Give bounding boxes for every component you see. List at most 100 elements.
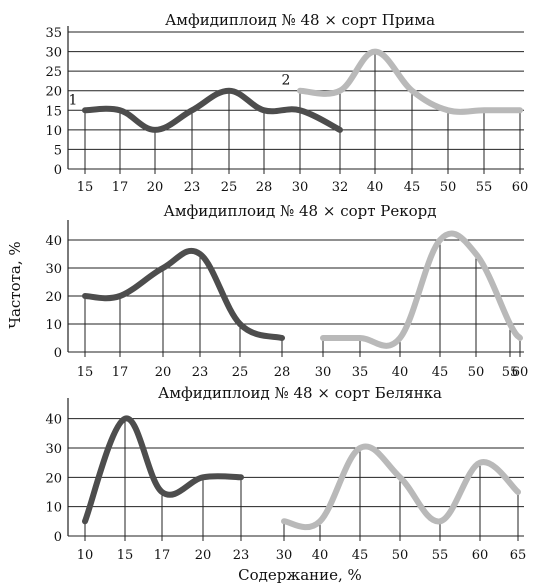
data-point <box>282 519 286 523</box>
data-point <box>321 336 325 340</box>
data-point <box>338 128 342 132</box>
y-tick-label: 25 <box>45 65 62 80</box>
series-line-2 <box>281 443 521 531</box>
data-point <box>410 89 414 93</box>
y-axis-label: Частота, % <box>6 241 24 328</box>
x-tick-label: 20 <box>155 365 172 380</box>
x-tick-label: 45 <box>404 180 421 195</box>
data-point <box>83 108 87 112</box>
y-tick-label: 20 <box>45 471 62 486</box>
series-line-1 <box>82 87 343 133</box>
x-tick-label: 23 <box>192 365 209 380</box>
data-point <box>153 128 157 132</box>
x-tick-label: 55 <box>476 180 493 195</box>
data-point <box>482 108 486 112</box>
data-point <box>438 519 442 523</box>
data-point <box>298 89 302 93</box>
x-tick-label: 15 <box>77 365 94 380</box>
series-label: 1 <box>69 92 78 108</box>
data-point <box>123 417 127 421</box>
data-point <box>239 475 243 479</box>
x-tick-label: 60 <box>512 180 529 195</box>
y-tick-label: 35 <box>45 26 62 41</box>
x-tick-label: 20 <box>147 180 164 195</box>
x-axis-label: Содержание, % <box>238 566 362 584</box>
data-point <box>280 336 284 340</box>
data-point <box>198 252 202 256</box>
data-point <box>358 336 362 340</box>
x-tick-label: 60 <box>472 548 489 563</box>
data-point <box>190 108 194 112</box>
x-tick-label: 32 <box>332 180 349 195</box>
x-tick-label: 45 <box>432 365 449 380</box>
data-point <box>238 322 242 326</box>
x-tick-label: 50 <box>468 365 485 380</box>
data-point <box>518 336 522 340</box>
x-tick-label: 30 <box>276 548 293 563</box>
y-tick-label: 20 <box>45 85 62 100</box>
x-tick-label: 25 <box>232 365 249 380</box>
data-point <box>227 89 231 93</box>
series-label: 2 <box>282 73 291 89</box>
data-point <box>118 108 122 112</box>
series-line-2 <box>320 230 523 349</box>
x-tick-label: 23 <box>233 548 250 563</box>
x-tick-label: 65 <box>510 548 527 563</box>
series-line-2 <box>297 48 523 115</box>
x-tick-label: 17 <box>112 365 129 380</box>
x-tick-label: 17 <box>112 180 129 195</box>
x-tick-label: 45 <box>352 548 369 563</box>
x-tick-label: 10 <box>77 548 94 563</box>
data-point <box>373 50 377 54</box>
x-tick-label: 55 <box>502 365 519 380</box>
y-tick-label: 0 <box>54 163 62 178</box>
data-point <box>478 461 482 465</box>
x-tick-label: 30 <box>315 365 332 380</box>
data-point <box>201 475 205 479</box>
y-tick-label: 5 <box>54 143 62 158</box>
x-tick-label: 40 <box>367 180 384 195</box>
data-point <box>262 108 266 112</box>
y-tick-label: 40 <box>45 413 62 428</box>
y-tick-label: 20 <box>45 290 62 305</box>
series-line-1 <box>82 247 285 341</box>
y-tick-label: 10 <box>45 318 62 333</box>
x-tick-label: 35 <box>352 365 369 380</box>
data-point <box>516 490 520 494</box>
data-point <box>358 446 362 450</box>
data-point <box>438 238 442 242</box>
data-point <box>446 108 450 112</box>
x-tick-label: 60 <box>512 365 529 380</box>
y-tick-label: 15 <box>45 104 62 119</box>
data-point <box>118 294 122 298</box>
data-point <box>161 266 165 270</box>
x-tick-label: 15 <box>77 180 94 195</box>
y-tick-label: 10 <box>45 501 62 516</box>
data-point <box>338 89 342 93</box>
data-point <box>83 519 87 523</box>
data-point <box>398 475 402 479</box>
chart-title: Амфидиплоид № 48 × сорт Прима <box>165 11 435 29</box>
x-tick-label: 40 <box>312 548 329 563</box>
chart-panel-3: 0 10 20 30 40 10 15 17 20 23 30 40 45 50 55 60 65 Амфидип… <box>45 384 526 563</box>
x-tick-label: 17 <box>154 548 171 563</box>
chart-title: Амфидиплоид № 48 × сорт Рекорд <box>163 202 436 220</box>
x-tick-label: 55 <box>432 548 449 563</box>
x-tick-label: 40 <box>392 365 409 380</box>
chart-title: Амфидиплоид № 48 × сорт Белянка <box>158 384 442 402</box>
x-tick-label: 28 <box>256 180 273 195</box>
y-tick-label: 0 <box>54 530 62 545</box>
y-tick-label: 10 <box>45 124 62 139</box>
y-tick-label: 30 <box>45 262 62 277</box>
x-tick-label: 50 <box>440 180 457 195</box>
x-tick-label: 28 <box>274 365 291 380</box>
chart-panel-1: 0 5 10 15 20 25 30 35 15 17 20 23 25 28 30 32 40 45 50 55 60… <box>45 11 528 195</box>
x-tick-label: 20 <box>195 548 212 563</box>
x-tick-label: 15 <box>117 548 134 563</box>
y-tick-label: 40 <box>45 234 62 249</box>
data-point <box>160 490 164 494</box>
y-tick-label: 0 <box>54 346 62 361</box>
data-point <box>318 519 322 523</box>
